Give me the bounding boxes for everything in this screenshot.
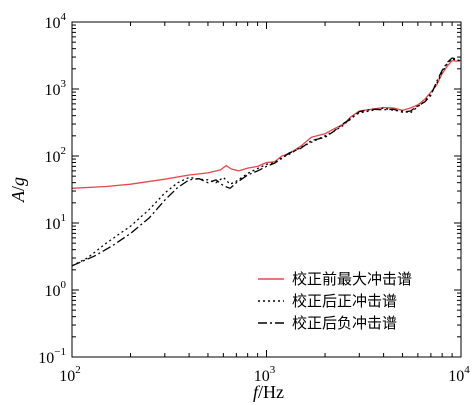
legend-label-3: 校正后负冲击谱 xyxy=(292,314,397,332)
y-tick-label: 100 xyxy=(45,279,67,300)
series-line-3 xyxy=(71,57,462,267)
y-tick-label: 104 xyxy=(45,11,67,32)
x-tick-label: 103 xyxy=(254,364,276,385)
series-line-1 xyxy=(71,59,462,189)
labels-layer: 102 103 104 104 103 102 101 100 10−1 f/Hz A/g xyxy=(8,11,470,402)
x-axis-title: f/Hz xyxy=(253,382,284,402)
ticks-layer xyxy=(71,21,462,358)
x-tick-label: 104 xyxy=(448,364,470,385)
y-tick-label: 10−1 xyxy=(38,346,66,367)
legend-label-1: 校正前最大冲击谱 xyxy=(292,270,412,288)
y-axis-title: A/g xyxy=(8,177,28,203)
series-layer xyxy=(71,57,462,267)
y-tick-label: 102 xyxy=(45,145,67,166)
x-tick-label: 102 xyxy=(59,364,81,385)
y-tick-label: 103 xyxy=(45,78,67,99)
y-tick-label: 101 xyxy=(45,212,67,233)
plot-frame xyxy=(71,21,462,358)
legend-label-2: 校正后正冲击谱 xyxy=(292,292,397,310)
